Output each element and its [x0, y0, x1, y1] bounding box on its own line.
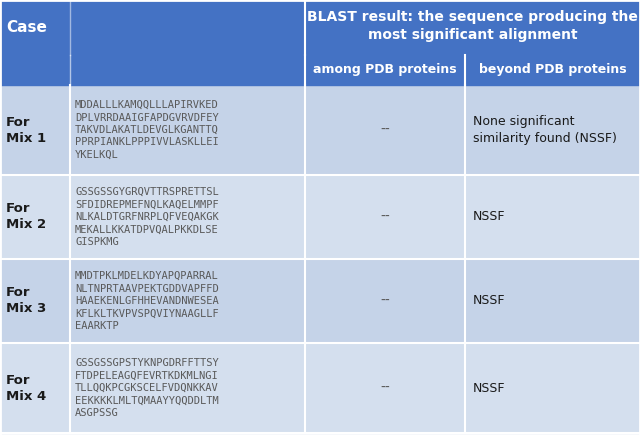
Text: NSSF: NSSF	[473, 381, 506, 395]
Text: --: --	[380, 294, 390, 308]
Text: NSSF: NSSF	[473, 210, 506, 224]
Text: --: --	[380, 210, 390, 224]
Text: --: --	[380, 381, 390, 395]
Text: For
Mix 3: For Mix 3	[6, 286, 46, 316]
Bar	[0, 85, 640, 175]
Bar	[0, 175, 640, 259]
Text: None significant
similarity found (NSSF): None significant similarity found (NSSF)	[473, 115, 617, 145]
Text: For
Mix 2: For Mix 2	[6, 202, 46, 232]
Bar	[0, 343, 640, 433]
Text: NSSF: NSSF	[473, 294, 506, 308]
Text: For
Mix 4: For Mix 4	[6, 373, 46, 403]
Bar	[305, 55, 640, 85]
Text: MDDALLLKAMQQLLLAPIRVKED
DPLVRRDAAIGFAPDGVRVDFEY
TAKVDLAKATLDEVGLKGANTTQ
PPRPIANK: MDDALLLKAMQQLLLAPIRVKED DPLVRRDAAIGFAPDG…	[75, 100, 219, 160]
Text: MMDTPKLMDELKDYAPQPARRAL
NLTNPRTAAVPEKTGDDVAPFFD
HAAEKENLGFHHEVANDNWESEA
KFLKLTKV: MMDTPKLMDELKDYAPQPARRAL NLTNPRTAAVPEKTGD…	[75, 271, 219, 331]
Bar	[0, 0, 640, 55]
Bar	[0, 55, 305, 85]
Text: Case: Case	[6, 20, 47, 35]
Text: GSSGSSGYGRQVTTRSPRETTSL
SFDIDREPMEFNQLKAQELMMPF
NLKALDTGRFNRPLQFVEQAKGK
MEKALLKK: GSSGSSGYGRQVTTRSPRETTSL SFDIDREPMEFNQLKA…	[75, 187, 219, 247]
Bar	[0, 259, 640, 343]
Text: --: --	[380, 123, 390, 137]
Text: For
Mix 1: For Mix 1	[6, 115, 46, 145]
Text: beyond PDB proteins: beyond PDB proteins	[479, 64, 627, 76]
Text: GSSGSSGPSTYKNPGDRFFTTSY
FTDPELEAGQFEVRTKDKMLNGI
TLLQQKPCGKSCELFVDQNKKAV
EEKKKKLM: GSSGSSGPSTYKNPGDRFFTTSY FTDPELEAGQFEVRTK…	[75, 358, 219, 418]
Text: BLAST result: the sequence producing the
most significant alignment: BLAST result: the sequence producing the…	[307, 11, 638, 42]
Text: among PDB proteins: among PDB proteins	[313, 64, 457, 76]
